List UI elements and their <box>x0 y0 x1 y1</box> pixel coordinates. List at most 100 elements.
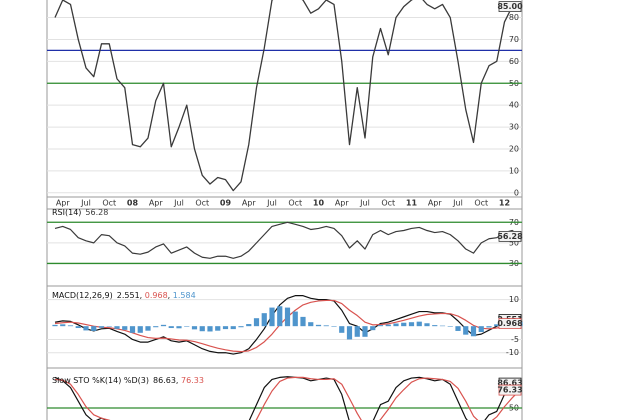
y-tick-label: 80 <box>509 13 519 22</box>
histogram-bar <box>447 326 453 327</box>
legend-separator: , <box>176 376 181 385</box>
histogram-bar <box>122 326 128 330</box>
x-tick-label: Oct <box>288 199 302 208</box>
last-value-label: 56.28 <box>497 232 523 241</box>
x-tick-label: 12 <box>499 199 510 208</box>
histogram-bar <box>494 324 500 327</box>
last-value-box <box>498 384 522 396</box>
legend-value: 2.551 <box>117 291 140 300</box>
x-tick-label: Apr <box>428 199 443 208</box>
x-tick-label: 08 <box>127 199 139 208</box>
x-tick-label: Oct <box>474 199 488 208</box>
legend-value: 0.968 <box>145 291 168 300</box>
series-line <box>54 221 521 259</box>
x-tick-label: Jul <box>80 199 91 208</box>
y-tick-label: 60 <box>509 57 519 66</box>
histogram-bar <box>486 326 492 328</box>
panel-header: MACD(12,26,9) 2.551, 0.968, 1.584 <box>52 291 196 300</box>
histogram-bar <box>339 326 345 333</box>
panel-header: RSI(14) 56.28 <box>52 208 108 217</box>
last-value-box <box>498 318 522 330</box>
histogram-bar <box>269 307 275 327</box>
panel-title: MACD(12,26,9) <box>52 291 113 300</box>
histogram-bar <box>129 326 136 333</box>
histogram-bar <box>331 326 337 327</box>
x-tick-label: Jul <box>266 199 277 208</box>
histogram-bar <box>432 325 438 327</box>
legend-separator: , <box>140 291 145 300</box>
last-value-label: 0.968 <box>497 319 523 328</box>
y-tick-label: -10 <box>506 348 519 357</box>
y-tick-label: 10 <box>509 166 519 175</box>
y-tick-label: 40 <box>509 101 519 110</box>
x-tick-label: Oct <box>195 199 209 208</box>
last-value-box <box>498 1 522 12</box>
histogram-bar <box>377 325 384 327</box>
histogram-bar <box>98 326 105 328</box>
histogram-bar <box>207 326 213 332</box>
histogram-bar <box>346 326 353 340</box>
last-value-label: 86.63 <box>497 379 522 388</box>
x-tick-label: 11 <box>406 199 418 208</box>
histogram-bar <box>284 307 291 327</box>
histogram-bar <box>463 326 469 335</box>
panel-frames <box>46 0 523 420</box>
last-value-box <box>498 230 522 242</box>
series-line <box>54 376 521 420</box>
histogram-bar <box>75 326 81 329</box>
last-value-label: 85.00 <box>497 2 523 11</box>
histogram-bar <box>52 324 58 327</box>
histogram-bar <box>60 324 66 327</box>
y-tick-label: 10 <box>509 295 519 304</box>
histogram-bar <box>354 326 360 337</box>
legend-value: 76.33 <box>181 376 204 385</box>
histogram-bar <box>393 323 399 327</box>
x-tick-label: Apr <box>149 199 164 208</box>
x-tick-label: Apr <box>335 199 350 208</box>
y-tick-label: 70 <box>509 35 519 44</box>
histogram-bar <box>168 326 174 329</box>
x-tick-label: Jul <box>452 199 463 208</box>
x-tick-label: Jul <box>359 199 370 208</box>
histogram-bar <box>315 324 322 327</box>
histogram-bar <box>145 326 151 331</box>
panel: -10-5102.5510.968 <box>47 295 523 357</box>
histogram-bar <box>184 326 190 327</box>
histogram-bar <box>401 322 407 327</box>
x-tick-label: Oct <box>381 199 395 208</box>
histogram-bar <box>230 326 236 330</box>
histogram-bar <box>153 326 159 328</box>
histogram-bar <box>114 326 120 329</box>
panel-title: Slow STO %K(14) %D(3) <box>52 376 149 385</box>
histogram-bar <box>292 311 298 327</box>
x-tick-label: Apr <box>56 199 71 208</box>
histogram-bar <box>439 325 446 327</box>
y-tick-label: 0 <box>514 188 519 197</box>
histogram-bar <box>246 324 252 327</box>
y-tick-label: 50 <box>509 238 519 247</box>
histogram-bar <box>253 318 260 327</box>
histogram-bar <box>222 326 229 330</box>
histogram-bar <box>91 326 97 331</box>
x-tick-label: 09 <box>220 199 232 208</box>
histogram-bar <box>323 325 329 327</box>
histogram-bar <box>362 326 368 337</box>
histogram-bar <box>308 322 314 327</box>
legend-value: 1.584 <box>173 291 196 300</box>
legend-value: 86.63 <box>153 376 176 385</box>
legend-value: 56.28 <box>85 208 108 217</box>
last-value-label: 76.33 <box>497 386 522 395</box>
histogram-bar <box>261 313 267 327</box>
histogram-bar <box>455 326 461 331</box>
histogram-bar <box>83 326 89 331</box>
histogram-bar <box>106 326 112 327</box>
histogram-bar <box>137 326 143 333</box>
legend-separator: , <box>168 291 173 300</box>
histogram-bar <box>191 326 198 330</box>
histogram-bar <box>424 323 430 327</box>
histogram-bar <box>416 321 422 327</box>
panel-header: Slow STO %K(14) %D(3) 86.63, 76.33 <box>52 376 204 385</box>
